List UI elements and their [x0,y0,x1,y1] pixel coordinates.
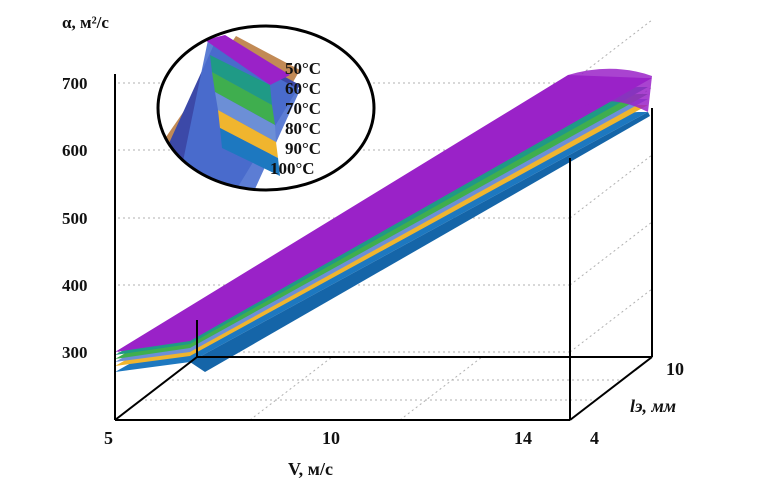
z-tick-label: 600 [62,141,88,160]
legend-item-50c: 50°C [285,59,321,78]
y-tick-label: 4 [590,428,599,448]
legend-item-100c: 100°C [270,159,315,178]
surface-50c [115,75,652,352]
z-tick-label: 300 [62,343,88,362]
legend-item-70c: 70°C [285,99,321,118]
inset-magnifier [156,24,376,192]
x-tick-label: 10 [322,428,340,448]
z-axis-label: α, м²/с [62,13,109,32]
y-tick-label: 10 [666,359,684,379]
y-axis-label: lэ, мм [630,396,676,416]
legend-item-60c: 60°C [285,79,321,98]
x-axis-label: V, м/с [288,459,333,479]
legend-item-90c: 90°C [285,139,321,158]
z-tick-label: 700 [62,74,88,93]
axes [114,74,653,421]
surface-curl [568,68,652,117]
surface-layers [115,68,652,372]
x-tick-label: 14 [514,428,532,448]
z-tick-label: 500 [62,209,88,228]
x-tick-label: 5 [104,428,113,448]
legend-item-80c: 80°C [285,119,321,138]
surface-shading [190,112,650,372]
legend: 50°C 60°C 70°C 80°C 90°C 100°C [270,59,321,178]
z-tick-label: 400 [62,276,88,295]
